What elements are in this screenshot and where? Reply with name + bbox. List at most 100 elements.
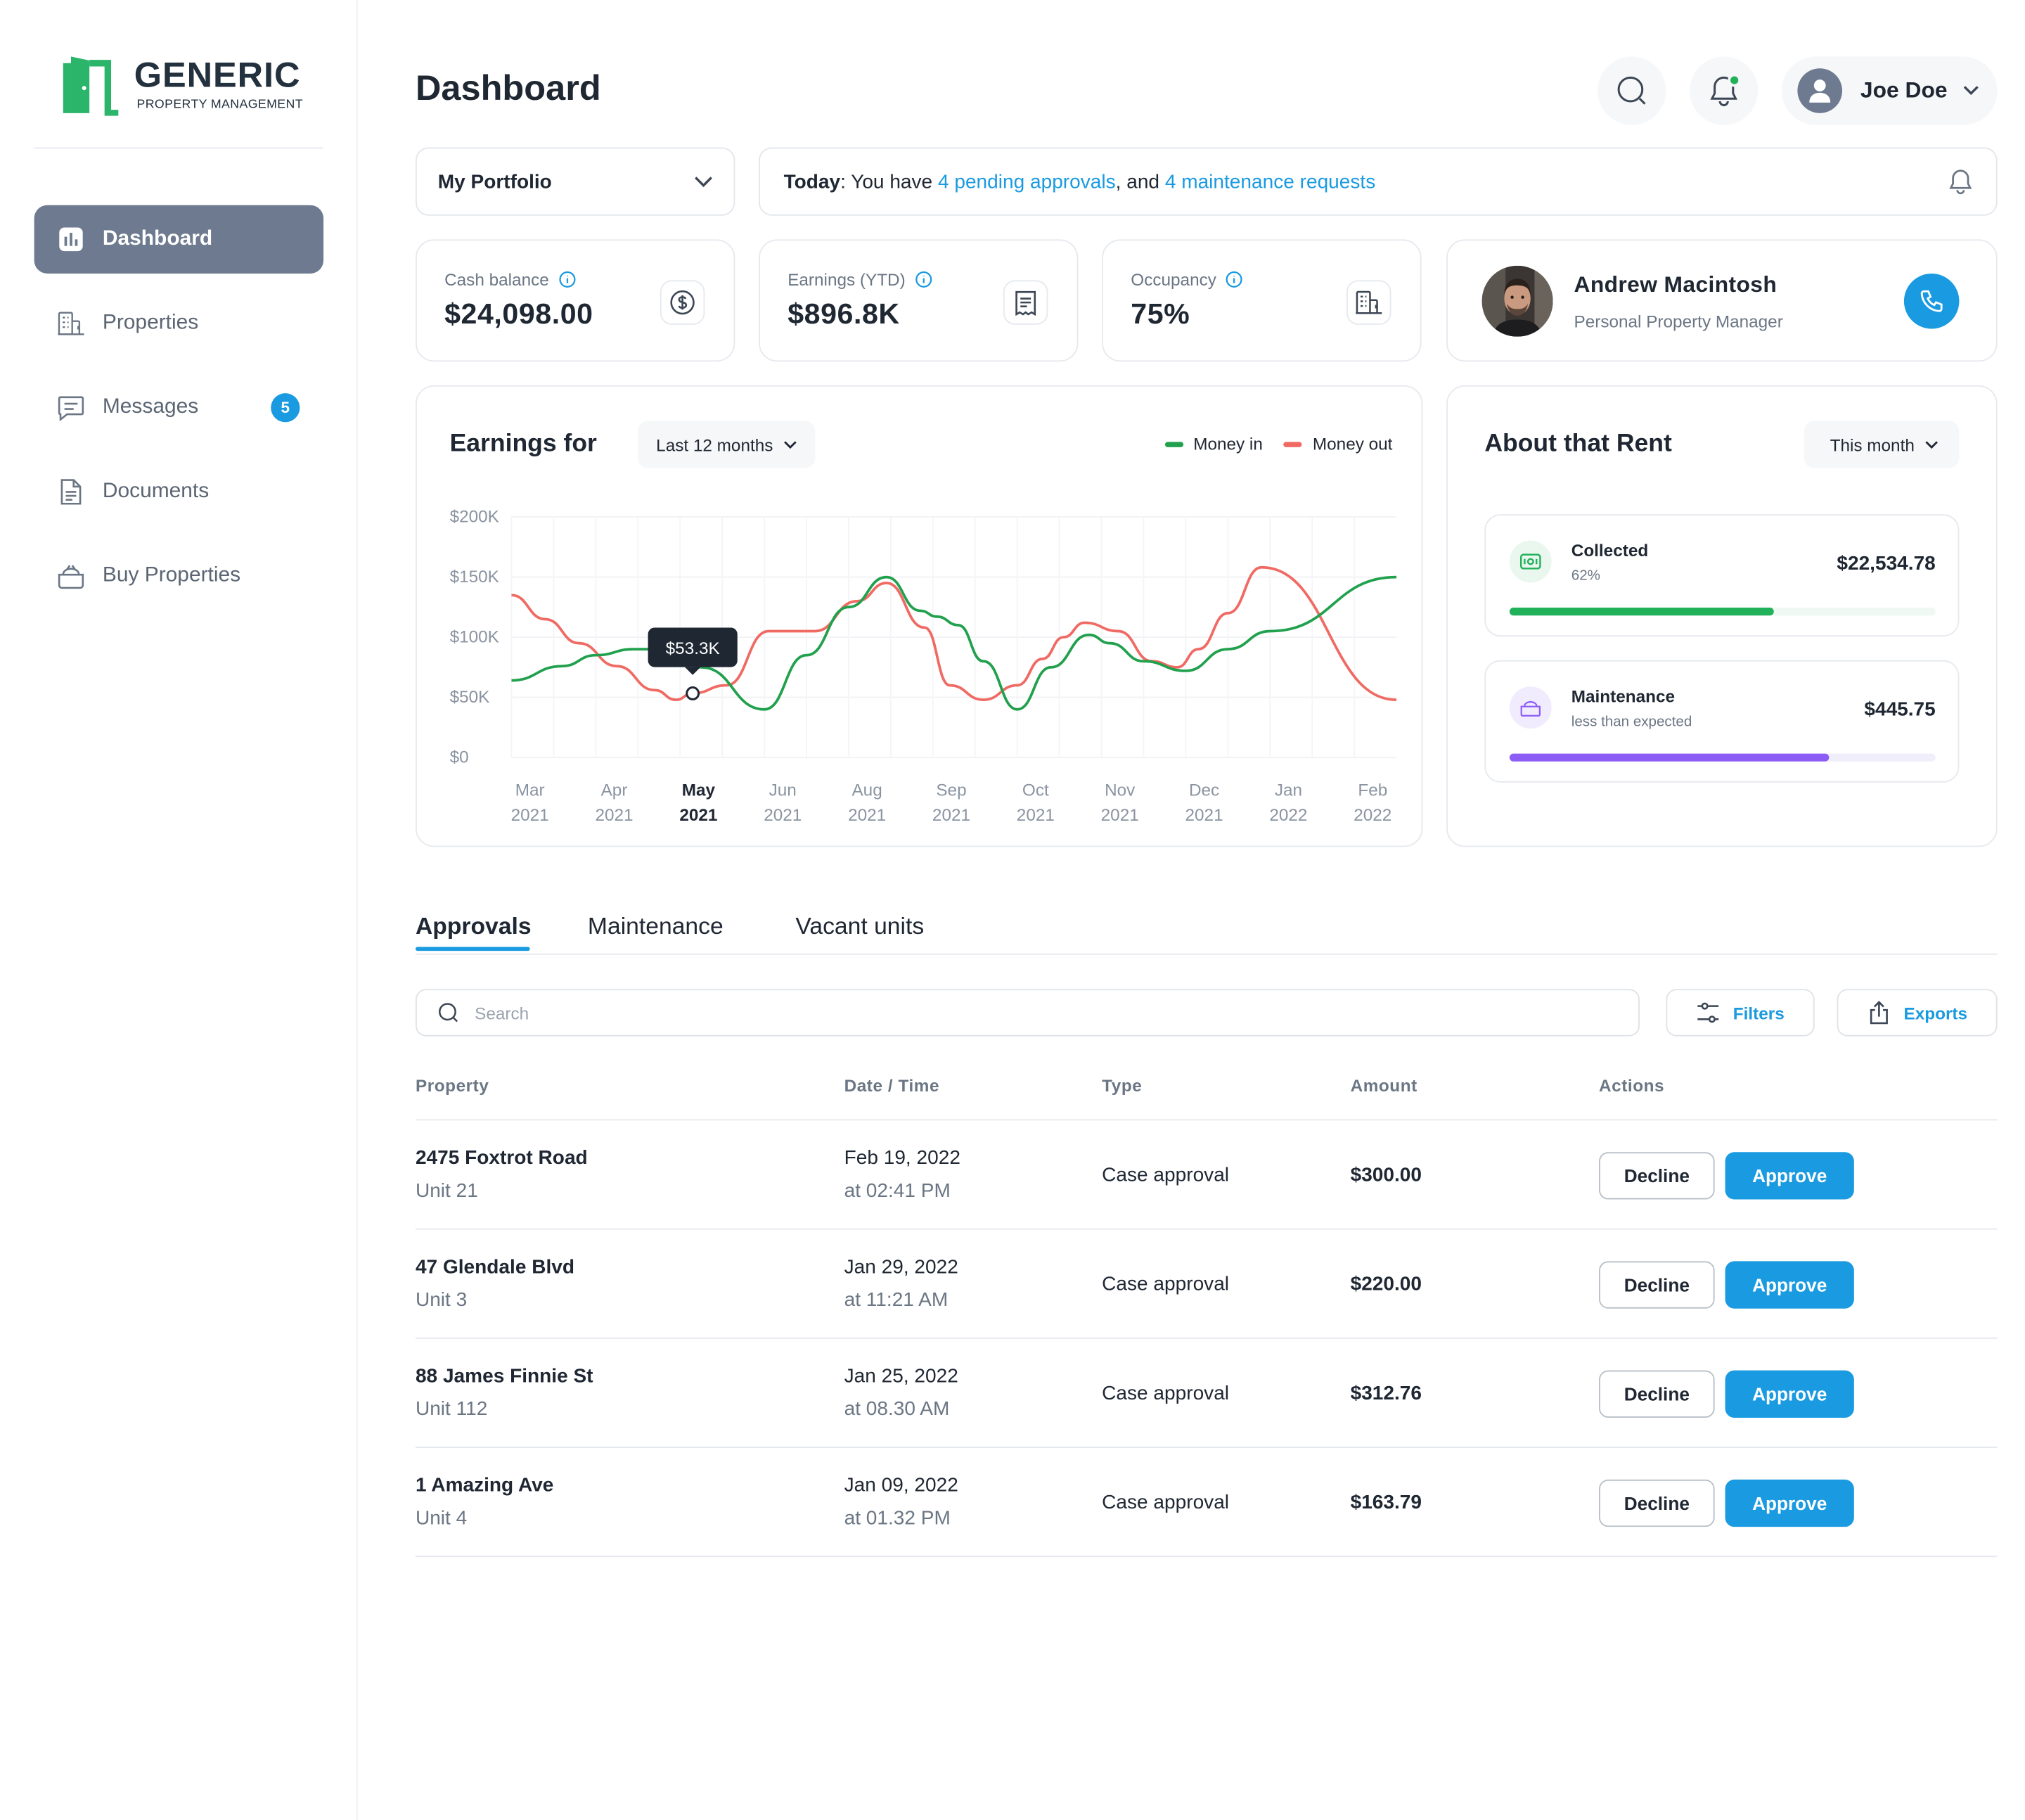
progress-track bbox=[1509, 607, 1936, 616]
range-dropdown[interactable]: Last 12 months bbox=[637, 421, 816, 468]
search-button[interactable] bbox=[1597, 56, 1666, 125]
decline-button[interactable]: Decline bbox=[1599, 1261, 1715, 1309]
approve-button[interactable]: Approve bbox=[1725, 1370, 1854, 1418]
maintenance-requests-link[interactable]: 4 maintenance requests bbox=[1164, 170, 1376, 193]
avatar bbox=[1797, 68, 1842, 113]
filter-sliders-icon bbox=[1697, 1002, 1719, 1023]
decline-button[interactable]: Decline bbox=[1599, 1370, 1715, 1418]
info-icon[interactable] bbox=[558, 271, 575, 288]
row-date: Jan 25, 2022 bbox=[844, 1365, 958, 1388]
tab-vacant-units[interactable]: Vacant units bbox=[795, 912, 925, 940]
exports-button[interactable]: Exports bbox=[1837, 989, 1998, 1037]
legend-label: Money in bbox=[1193, 434, 1263, 454]
sidebar-item-label: Messages bbox=[102, 395, 199, 418]
user-menu[interactable]: Joe Doe bbox=[1781, 56, 1998, 125]
rent-item-sub: 62% bbox=[1571, 568, 1600, 584]
bell-icon[interactable] bbox=[1948, 168, 1972, 195]
info-icon[interactable] bbox=[1226, 271, 1242, 288]
info-icon[interactable] bbox=[915, 271, 932, 288]
column-header-property[interactable]: Property bbox=[415, 1075, 489, 1096]
table-row: 1 Amazing Ave Unit 4 Jan 09, 2022 at 01.… bbox=[415, 1448, 1998, 1558]
legend-swatch-red bbox=[1283, 441, 1302, 447]
progress-track bbox=[1509, 753, 1936, 762]
row-type: Case approval bbox=[1102, 1164, 1230, 1186]
sidebar-item-buy-properties[interactable]: Buy Properties bbox=[34, 541, 323, 610]
tooltip-value: $53.3K bbox=[666, 639, 720, 658]
stat-label: Occupancy bbox=[1131, 269, 1216, 290]
sidebar-item-label: Buy Properties bbox=[102, 564, 241, 587]
basket-icon bbox=[58, 563, 84, 589]
pending-approvals-link[interactable]: 4 pending approvals bbox=[937, 170, 1116, 193]
rent-item-amount: $445.75 bbox=[1864, 698, 1936, 721]
legend-money-out: Money out bbox=[1283, 434, 1393, 454]
dashboard-icon bbox=[58, 226, 84, 252]
chevron-down-icon bbox=[783, 440, 797, 449]
rent-collected-row: Collected 62% $22,534.78 bbox=[1484, 514, 1960, 637]
stat-value: 75% bbox=[1131, 297, 1190, 331]
progress-fill bbox=[1509, 607, 1774, 616]
column-header-amount[interactable]: Amount bbox=[1350, 1075, 1418, 1096]
row-time: at 01.32 PM bbox=[844, 1507, 951, 1530]
row-type: Case approval bbox=[1102, 1273, 1230, 1296]
tooltip-box bbox=[648, 627, 738, 667]
portfolio-select[interactable]: My Portfolio bbox=[415, 147, 735, 216]
y-tick-label: $50K bbox=[450, 688, 490, 707]
column-header-date[interactable]: Date / Time bbox=[844, 1075, 940, 1096]
tab-maintenance[interactable]: Maintenance bbox=[587, 912, 724, 940]
manager-role: Personal Property Manager bbox=[1574, 312, 1783, 332]
period-dropdown[interactable]: This month bbox=[1804, 421, 1960, 468]
column-header-type[interactable]: Type bbox=[1102, 1075, 1143, 1096]
row-date: Feb 19, 2022 bbox=[844, 1146, 960, 1169]
highlighted-point bbox=[686, 686, 700, 700]
sidebar-nav: Dashboard Properties Messages 5 Documen bbox=[34, 205, 324, 626]
range-selected: Last 12 months bbox=[656, 435, 773, 455]
sidebar-item-label: Dashboard bbox=[102, 227, 213, 250]
approve-button[interactable]: Approve bbox=[1725, 1479, 1854, 1527]
row-date: Jan 09, 2022 bbox=[844, 1474, 958, 1497]
manager-name: Andrew Macintosh bbox=[1574, 272, 1778, 297]
x-tick-label: 2021 bbox=[595, 806, 633, 825]
rent-item-amount: $22,534.78 bbox=[1837, 552, 1936, 575]
earnings-chart-card: $200K $150K $100K $50K $0 Mar 2021 Apr 2021 May 20… bbox=[415, 385, 1423, 847]
row-amount: $163.79 bbox=[1350, 1491, 1422, 1514]
tab-approvals[interactable]: Approvals bbox=[415, 912, 532, 940]
x-tick-label: 2021 bbox=[1185, 806, 1223, 825]
decline-button[interactable]: Decline bbox=[1599, 1152, 1715, 1200]
sidebar-item-dashboard[interactable]: Dashboard bbox=[34, 205, 324, 274]
x-tick-label: 2021 bbox=[679, 806, 717, 825]
today-message: Today: You have 4 pending approvals, and… bbox=[784, 170, 1376, 193]
table-row: 2475 Foxtrot Road Unit 21 Feb 19, 2022 a… bbox=[415, 1120, 1998, 1230]
today-text-a: : You have bbox=[840, 170, 938, 193]
user-icon bbox=[1808, 79, 1830, 103]
rent-maintenance-row: Maintenance less than expected $445.75 bbox=[1484, 660, 1960, 783]
sidebar-item-documents[interactable]: Documents bbox=[34, 458, 323, 526]
approve-button[interactable]: Approve bbox=[1725, 1152, 1854, 1200]
tooltip-pointer bbox=[684, 667, 701, 675]
rent-item-name: Maintenance bbox=[1571, 686, 1676, 707]
search-input[interactable] bbox=[475, 1002, 1527, 1023]
brand-logo[interactable]: GENERIC PROPERTY MANAGEMENT bbox=[52, 56, 303, 116]
x-tick-label: Jan bbox=[1275, 781, 1302, 800]
legend-label: Money out bbox=[1312, 434, 1393, 454]
property-name[interactable]: 47 Glendale Blvd bbox=[415, 1255, 575, 1279]
sidebar-item-properties[interactable]: Properties bbox=[34, 289, 323, 357]
row-type: Case approval bbox=[1102, 1382, 1230, 1405]
property-name[interactable]: 88 James Finnie St bbox=[415, 1365, 593, 1388]
building-icon bbox=[58, 310, 84, 336]
chevron-down-icon bbox=[1925, 440, 1938, 449]
decline-button[interactable]: Decline bbox=[1599, 1479, 1715, 1527]
call-manager-button[interactable] bbox=[1903, 273, 1960, 329]
x-tick-label: Oct bbox=[1022, 781, 1049, 800]
property-name[interactable]: 1 Amazing Ave bbox=[415, 1474, 554, 1497]
row-amount: $300.00 bbox=[1350, 1164, 1422, 1186]
approve-button[interactable]: Approve bbox=[1725, 1261, 1854, 1309]
sidebar-item-messages[interactable]: Messages 5 bbox=[34, 373, 323, 442]
property-name[interactable]: 2475 Foxtrot Road bbox=[415, 1146, 588, 1169]
series-line-money-out bbox=[511, 565, 1397, 701]
notifications-button[interactable] bbox=[1689, 56, 1759, 125]
filters-button[interactable]: Filters bbox=[1666, 989, 1815, 1037]
building-icon bbox=[1346, 280, 1391, 325]
filters-label: Filters bbox=[1732, 1002, 1785, 1023]
phone-icon bbox=[1920, 290, 1943, 312]
x-tick-label: May bbox=[682, 781, 716, 800]
